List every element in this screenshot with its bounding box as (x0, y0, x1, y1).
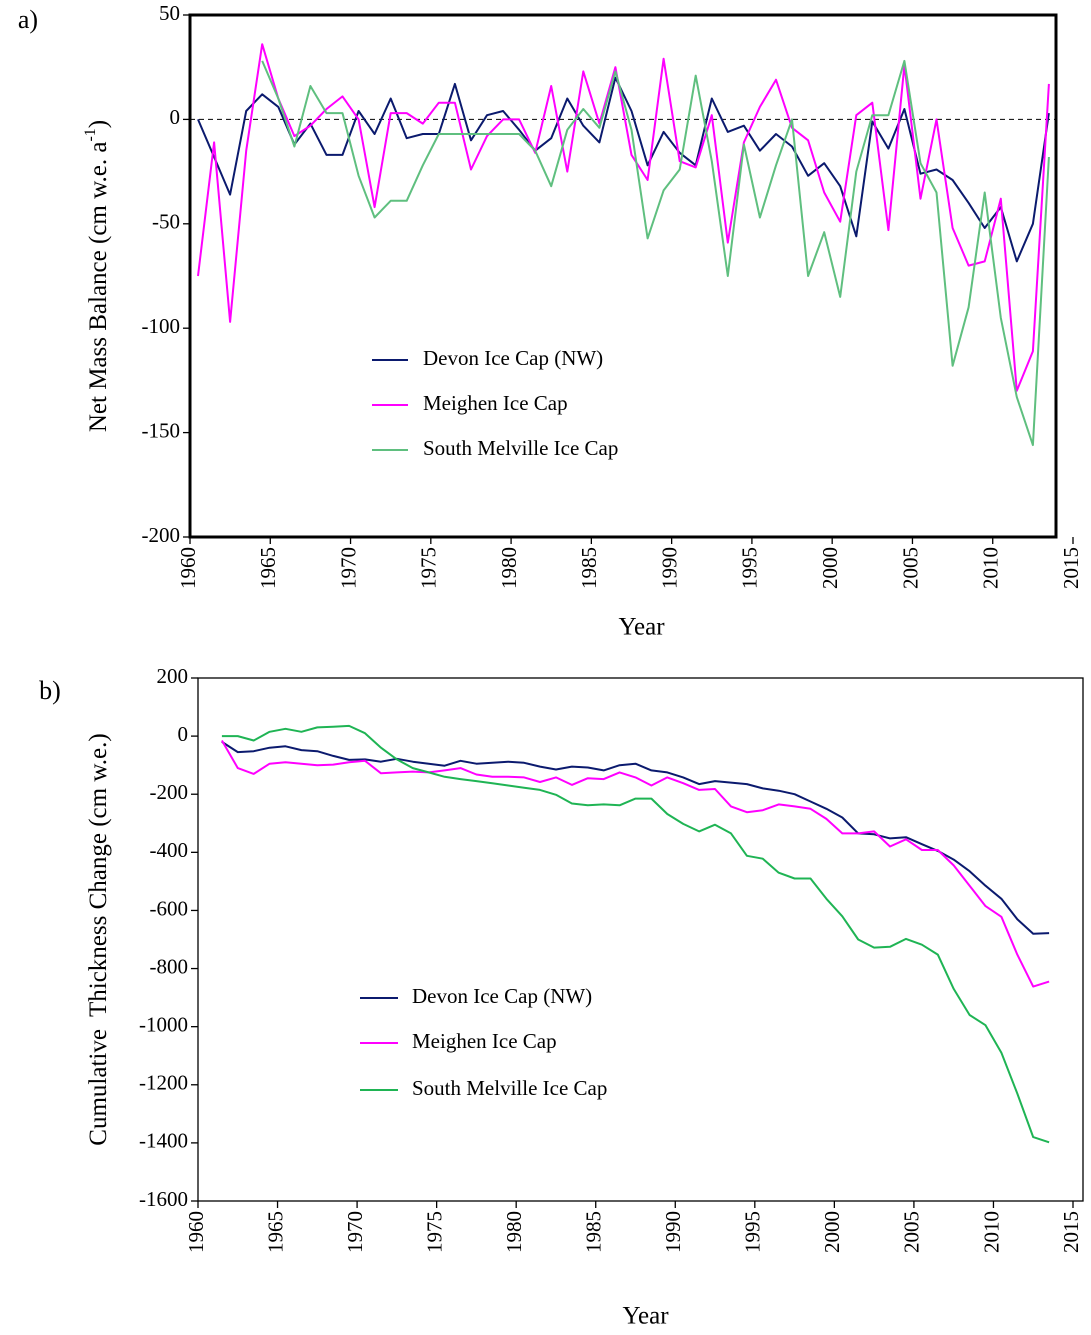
x-tick-label: 1960 (176, 547, 200, 589)
x-tick-label: 1985 (577, 547, 601, 589)
legend-label: Meighen Ice Cap (423, 391, 568, 415)
chart-panel: b) -1600 -1400 -1200 -1000 -800 -600 -400 -200 0 2… (39, 664, 1084, 1330)
x-tick-label: 1990 (657, 547, 681, 589)
series-line (221, 740, 1050, 988)
series-line (197, 76, 1050, 263)
x-tick-label: 1980 (497, 547, 521, 589)
y-tick-label: -600 (150, 896, 189, 920)
y-tick-label: -200 (150, 780, 189, 804)
y-axis-label-text: Net Mass Balance (cm w.e. a (85, 142, 112, 433)
legend-label: Meighen Ice Cap (412, 1029, 557, 1053)
panel-label: b) (39, 676, 61, 705)
x-tick-label: 2000 (818, 547, 842, 589)
x-tick-label: 2000 (820, 1211, 844, 1253)
x-axis-label: Year (622, 1303, 669, 1330)
y-axis-label: Cumulative Thickness Change (cm w.e.) (85, 733, 112, 1145)
x-tick-label: 2015 (1059, 547, 1083, 589)
y-tick-label: -1200 (139, 1071, 188, 1095)
x-tick-label: 1985 (582, 1211, 606, 1253)
x-tick-label: 2010 (979, 1211, 1003, 1253)
x-tick-label: 1960 (184, 1211, 208, 1253)
panel-label: a) (18, 5, 38, 34)
y-tick-label: 50 (159, 1, 180, 25)
y-tick-label: -1600 (139, 1187, 188, 1211)
x-tick-label: 2005 (898, 547, 922, 589)
plot-frame (188, 13, 1058, 539)
x-tick-label: 1990 (661, 1211, 685, 1253)
series-line (261, 59, 1050, 447)
y-axis-label-end: ) (85, 120, 112, 128)
y-tick-label: -1000 (139, 1012, 188, 1036)
x-tick-label: 1970 (336, 547, 360, 589)
x-tick-label: 2005 (900, 1211, 924, 1253)
legend-label: South Melville Ice Cap (412, 1076, 607, 1100)
x-axis-label: Year (618, 614, 665, 641)
y-axis-label-text: Cumulative Thickness Change (cm w.e.) (85, 733, 112, 1145)
y-tick-label: -150 (142, 418, 181, 442)
x-tick-label: 1995 (738, 547, 762, 589)
legend-label: Devon Ice Cap (NW) (412, 984, 592, 1008)
series-line (221, 724, 1050, 1144)
x-tick-label: 1965 (256, 547, 280, 589)
legend-label: Devon Ice Cap (NW) (423, 346, 603, 370)
x-tick-label: 2015 (1059, 1211, 1083, 1253)
y-tick-label: 0 (178, 722, 189, 746)
x-tick-label: 1980 (502, 1211, 526, 1253)
y-tick-label: -400 (150, 838, 189, 862)
x-tick-label: 1975 (422, 1211, 446, 1253)
y-axis-label: Net Mass Balance (cm w.e. a-1) (82, 120, 112, 432)
y-tick-label: -1400 (139, 1129, 188, 1153)
x-tick-label: 1975 (417, 547, 441, 589)
y-tick-label: -50 (152, 210, 180, 234)
y-tick-label: -100 (142, 314, 181, 338)
chart-panel: a) -200 -150 -100 -50 0 50 1960 1965 1970 1975 1980… (18, 1, 1083, 641)
y-tick-label: 200 (157, 664, 189, 688)
series-line (221, 741, 1050, 935)
x-tick-label: 1965 (263, 1211, 287, 1253)
y-tick-label: -800 (150, 954, 189, 978)
x-tick-label: 1995 (741, 1211, 765, 1253)
x-tick-label: 2010 (979, 547, 1003, 589)
series-line (197, 43, 1050, 392)
y-tick-label: -200 (142, 523, 181, 547)
y-tick-label: 0 (170, 105, 181, 129)
legend-label: South Melville Ice Cap (423, 436, 618, 460)
y-axis-label-sup: -1 (82, 128, 99, 141)
x-tick-label: 1970 (343, 1211, 367, 1253)
plot-frame (197, 677, 1084, 1202)
